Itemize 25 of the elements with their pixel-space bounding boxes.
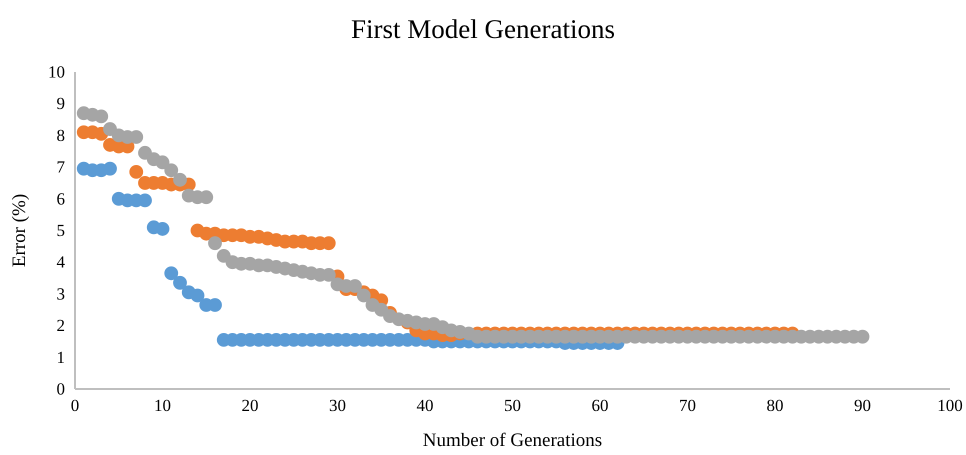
x-tick-label: 10 bbox=[154, 396, 171, 416]
x-tick-label: 100 bbox=[937, 396, 963, 416]
x-tick-label: 30 bbox=[329, 396, 346, 416]
y-axis-title: Error (%) bbox=[9, 194, 30, 268]
y-tick-label: 10 bbox=[48, 62, 65, 82]
x-tick-label: 50 bbox=[504, 396, 521, 416]
x-tick-label: 20 bbox=[242, 396, 258, 416]
y-tick-label: 5 bbox=[56, 220, 65, 240]
x-tick-label: 40 bbox=[416, 396, 434, 416]
y-tick-label: 3 bbox=[56, 284, 65, 304]
y-tick-label: 2 bbox=[56, 316, 65, 336]
x-tick-label: 90 bbox=[854, 396, 871, 416]
chart-title: First Model Generations bbox=[351, 14, 615, 44]
y-tick-label: 4 bbox=[56, 252, 66, 272]
y-tick-label: 0 bbox=[56, 379, 65, 398]
x-tick-label: 80 bbox=[766, 396, 784, 416]
x-tick-label: 60 bbox=[592, 396, 608, 416]
x-tick-label: 0 bbox=[70, 396, 80, 416]
y-tick-label: 8 bbox=[56, 126, 65, 145]
y-tick-label: 1 bbox=[56, 348, 65, 367]
y-tick-label: 6 bbox=[56, 189, 65, 208]
x-axis-title: Number of Generations bbox=[422, 430, 602, 451]
y-tick-label: 9 bbox=[56, 94, 65, 114]
x-tick-label: 70 bbox=[679, 396, 696, 416]
y-tick-label: 7 bbox=[56, 158, 66, 177]
